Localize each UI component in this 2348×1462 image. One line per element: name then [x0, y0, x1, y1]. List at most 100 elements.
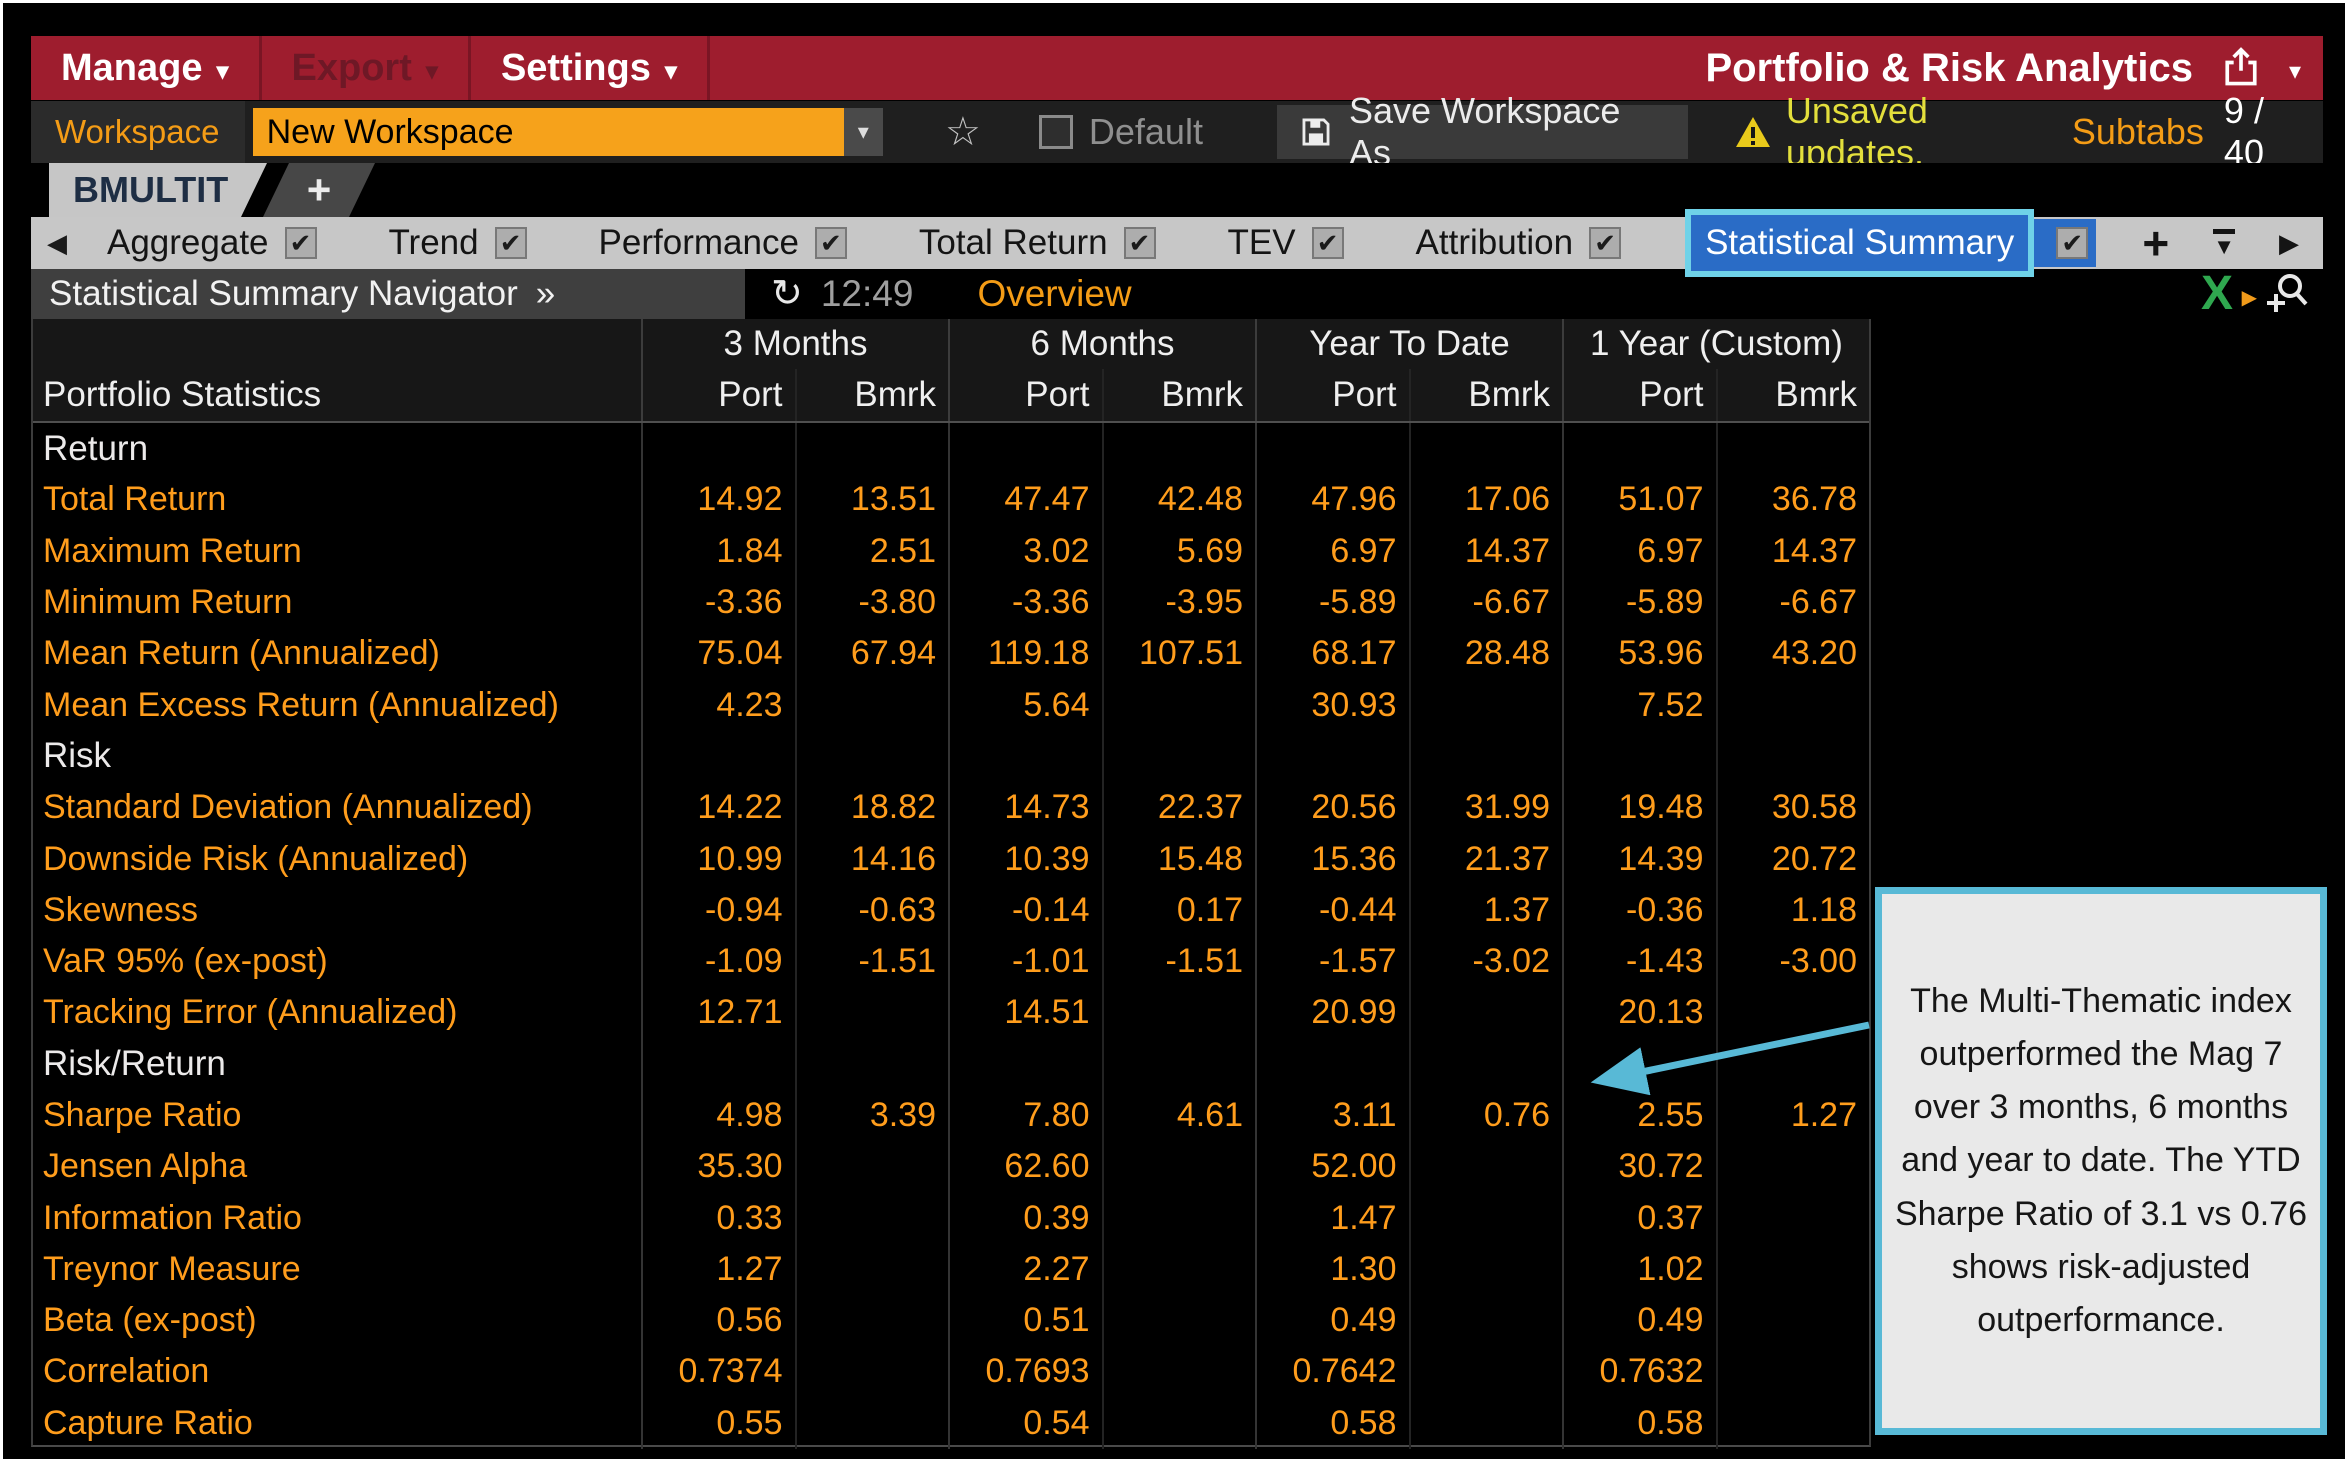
stat-value: 0.37 [1562, 1192, 1716, 1244]
stat-value: 4.98 [641, 1089, 795, 1142]
stat-value: 0.7693 [948, 1346, 1102, 1398]
workspace-name-input[interactable]: New Workspace [252, 108, 844, 156]
stat-value: 52.00 [1255, 1141, 1409, 1193]
nav-tab-checkbox[interactable]: ✔ [1589, 227, 1622, 259]
save-workspace-as-label: Save Workspace As [1348, 90, 1621, 173]
stat-value [794, 1141, 949, 1193]
export-menu[interactable]: Export ▾ [262, 36, 471, 100]
manage-menu[interactable]: Manage ▾ [31, 36, 262, 100]
stat-value: -1.43 [1562, 935, 1716, 988]
sub-header-bmrk: Bmrk [1101, 369, 1256, 421]
workspace-dropdown-button[interactable]: ▾ [843, 108, 884, 156]
overview-link[interactable]: Overview [977, 273, 1132, 314]
stat-value [1408, 1141, 1563, 1193]
stat-value: -3.36 [948, 576, 1102, 629]
stat-value: 0.49 [1562, 1295, 1716, 1347]
stat-value: 43.20 [1715, 628, 1870, 680]
default-checkbox[interactable] [1038, 115, 1073, 149]
navigator-title: Statistical Summary Navigator [49, 274, 518, 313]
nav-tab-checkbox[interactable]: ✔ [814, 227, 847, 259]
scroll-right-icon[interactable]: ▶ [2279, 227, 2299, 258]
stat-value [1101, 423, 1256, 475]
table-row-tracking-error-annualized: Tracking Error (Annualized) 12.71 14.51 20.… [33, 987, 1869, 1039]
default-label: Default [1088, 111, 1203, 152]
stat-label: Treynor Measure [43, 1249, 301, 1288]
stat-label: Tracking Error (Annualized) [43, 993, 458, 1032]
last-update-time: 12:49 [820, 273, 914, 314]
stat-value: 1.84 [641, 525, 795, 577]
collapse-tabs-icon[interactable]: ▼ [2213, 228, 2235, 258]
stat-value: -0.63 [794, 884, 949, 936]
stat-value: 4.61 [1101, 1089, 1256, 1142]
stat-value: 0.58 [1562, 1397, 1716, 1449]
add-sheet-tab-button[interactable]: + [263, 163, 375, 217]
section-label: Risk [43, 736, 112, 776]
nav-tab-label: Attribution [1415, 223, 1574, 262]
stat-value [1408, 730, 1563, 783]
sub-header-port: Port [1562, 369, 1716, 421]
nav-tab-trend[interactable]: Trend ✔ [388, 223, 527, 263]
refresh-icon[interactable]: ↻ [771, 273, 803, 315]
subtabs-label: Subtabs [2071, 111, 2204, 152]
stat-value: 14.51 [948, 987, 1102, 1039]
settings-menu[interactable]: Settings ▾ [471, 36, 710, 100]
stat-value: 3.11 [1255, 1089, 1409, 1142]
stat-value: 1.30 [1255, 1243, 1409, 1296]
table-row-treynor-measure: Treynor Measure 1.27 2.27 1.30 1.02 [33, 1243, 1869, 1296]
stat-value [794, 1397, 949, 1449]
nav-tab-checkbox[interactable]: ✔ [284, 227, 317, 259]
chevron-down-icon: ▾ [857, 119, 869, 144]
nav-tab-attribution[interactable]: Attribution ✔ [1416, 223, 1622, 263]
stat-value: -1.51 [1101, 935, 1256, 988]
period-group-header-year-to-date: Year To Date [1255, 319, 1562, 369]
stat-value [1101, 730, 1256, 783]
stat-label: VaR 95% (ex-post) [43, 942, 328, 981]
stat-value: 0.7374 [641, 1346, 795, 1398]
stat-value: 68.17 [1255, 628, 1409, 680]
share-icon[interactable] [2219, 46, 2263, 90]
stat-value: 0.76 [1408, 1089, 1563, 1142]
stat-label: Mean Return (Annualized) [43, 634, 440, 673]
stat-value: 1.02 [1562, 1243, 1716, 1296]
excel-export-icon[interactable]: X ▶ [2201, 269, 2257, 319]
nav-tab-checkbox[interactable]: ✔ [2056, 227, 2089, 259]
stat-value: -1.09 [641, 935, 795, 988]
zoom-in-icon[interactable] [2259, 273, 2309, 315]
nav-tab-performance[interactable]: Performance ✔ [599, 223, 847, 263]
stat-value: 12.71 [641, 987, 795, 1039]
stat-value: 21.37 [1408, 833, 1563, 885]
table-row-correlation: Correlation 0.7374 0.7693 0.7642 0.7632 [33, 1346, 1869, 1398]
nav-tab-tev[interactable]: TEV ✔ [1228, 223, 1344, 263]
row-header-portfolio-statistics: Portfolio Statistics [43, 375, 322, 414]
stat-value [1101, 1295, 1256, 1347]
nav-tab-checkbox[interactable]: ✔ [1311, 227, 1344, 259]
stat-label: Downside Risk (Annualized) [43, 839, 469, 878]
nav-tab-checkbox[interactable]: ✔ [1123, 227, 1156, 259]
nav-tab-statistical-summary[interactable]: Statistical Summary ✔ [1685, 209, 2097, 277]
nav-tab-aggregate[interactable]: Aggregate ✔ [107, 223, 317, 263]
chevron-down-icon[interactable]: ▾ [2288, 57, 2301, 85]
navigator-title-button[interactable]: Statistical Summary Navigator » [31, 269, 745, 319]
nav-tab-checkbox[interactable]: ✔ [494, 227, 527, 259]
table-row-total-return: Total Return 14.92 13.51 47.47 42.48 47.96 17.… [33, 474, 1869, 526]
stat-value [1715, 730, 1870, 783]
stat-label: Skewness [43, 890, 198, 929]
save-icon [1299, 115, 1333, 149]
favorite-star-icon[interactable]: ☆ [945, 110, 981, 154]
save-workspace-as-button[interactable]: Save Workspace As [1276, 90, 1688, 173]
period-group-header-1-year-custom: 1 Year (Custom) [1562, 319, 1869, 369]
stat-value: 13.51 [794, 474, 949, 526]
table-row-minimum-return: Minimum Return -3.36 -3.80 -3.36 -3.95 -5.89-… [33, 576, 1869, 629]
stat-value [1562, 1038, 1716, 1090]
scroll-left-icon[interactable]: ◀ [47, 227, 67, 258]
stat-value: 0.49 [1255, 1295, 1409, 1347]
stat-label: Information Ratio [43, 1198, 302, 1237]
sheet-tab-bmultit[interactable]: BMULTIT [49, 163, 267, 217]
unsaved-updates-status: Unsaved updates. [1734, 90, 2072, 174]
default-checkbox-group[interactable]: Default [1038, 111, 1203, 153]
stat-label: Standard Deviation (Annualized) [43, 788, 533, 827]
nav-tab-total-return[interactable]: Total Return ✔ [919, 223, 1156, 263]
app-title: Portfolio & Risk Analytics [1705, 45, 2193, 90]
stat-value [1255, 730, 1409, 783]
stat-value [1408, 1346, 1563, 1398]
